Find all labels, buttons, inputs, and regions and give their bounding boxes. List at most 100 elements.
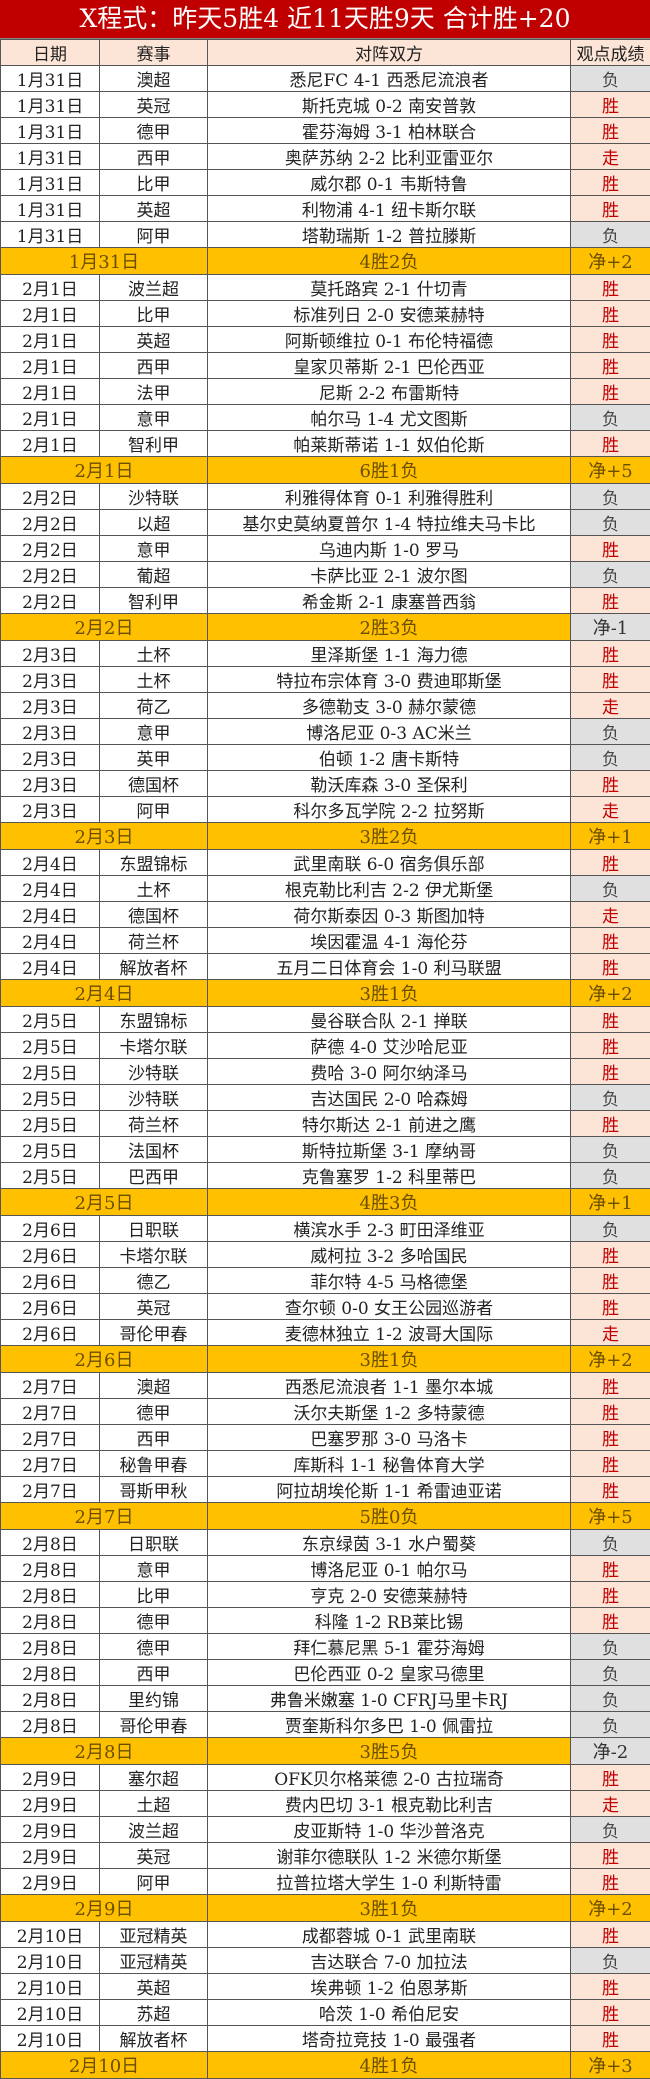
fixture: 科尔多瓦学院 2-2 拉努斯 bbox=[208, 797, 571, 823]
result: 胜 bbox=[571, 771, 650, 797]
result: 负 bbox=[571, 745, 650, 771]
league: 塞尔超 bbox=[100, 1765, 208, 1791]
table-row: 2月5日卡塔尔联萨德 4-0 艾沙哈尼亚胜 bbox=[1, 1033, 650, 1059]
summary-net: 净+2 bbox=[571, 980, 650, 1007]
fixture: 东京绿茵 3-1 水户蜀葵 bbox=[208, 1530, 571, 1556]
result: 走 bbox=[571, 902, 650, 928]
fixture: 埃因霍温 4-1 海伦芬 bbox=[208, 928, 571, 954]
match-date: 1月31日 bbox=[1, 144, 100, 170]
league: 意甲 bbox=[100, 1556, 208, 1582]
fixture: 武里南联 6-0 宿务俱乐部 bbox=[208, 850, 571, 876]
table-row: 2月3日德国杯勒沃库森 3-0 圣保利胜 bbox=[1, 771, 650, 797]
summary-record: 3胜1负 bbox=[208, 1346, 571, 1373]
result: 胜 bbox=[571, 536, 650, 562]
table-row: 2月10日亚冠精英成都蓉城 0-1 武里南联胜 bbox=[1, 1922, 650, 1948]
result: 胜 bbox=[571, 1399, 650, 1425]
result: 胜 bbox=[571, 1582, 650, 1608]
league: 英超 bbox=[100, 1974, 208, 2000]
table-row: 2月7日秘鲁甲春库斯科 1-1 秘鲁体育大学胜 bbox=[1, 1451, 650, 1477]
table-row: 2月8日西甲巴伦西亚 0-2 皇家马德里负 bbox=[1, 1660, 650, 1686]
fixture: 贾奎斯科尔多巴 1-0 佩雷拉 bbox=[208, 1712, 571, 1738]
table-row: 2月8日哥伦甲春贾奎斯科尔多巴 1-0 佩雷拉负 bbox=[1, 1712, 650, 1738]
fixture: OFK贝尔格莱德 2-0 古拉瑞奇 bbox=[208, 1765, 571, 1791]
fixture: 成都蓉城 0-1 武里南联 bbox=[208, 1922, 571, 1948]
fixture: 里泽斯堡 1-1 海力德 bbox=[208, 641, 571, 667]
summary-net: 净+1 bbox=[571, 1189, 650, 1216]
result: 胜 bbox=[571, 1451, 650, 1477]
table-row: 1月31日英超利物浦 4-1 纽卡斯尔联胜 bbox=[1, 196, 650, 222]
fixture: 塔奇拉竞技 1-0 最强者 bbox=[208, 2026, 571, 2052]
result: 负 bbox=[571, 562, 650, 588]
table-row: 2月8日意甲博洛尼亚 0-1 帕尔马胜 bbox=[1, 1556, 650, 1582]
match-date: 2月8日 bbox=[1, 1608, 100, 1634]
match-date: 2月2日 bbox=[1, 562, 100, 588]
league: 土杯 bbox=[100, 876, 208, 902]
league: 阿甲 bbox=[100, 797, 208, 823]
result: 胜 bbox=[571, 1268, 650, 1294]
summary-date: 2月5日 bbox=[1, 1189, 208, 1216]
result: 胜 bbox=[571, 92, 650, 118]
summary-net: 净-2 bbox=[571, 1738, 650, 1765]
result: 负 bbox=[571, 1085, 650, 1111]
table-row: 2月7日西甲巴塞罗那 3-0 马洛卡胜 bbox=[1, 1425, 650, 1451]
league: 英超 bbox=[100, 327, 208, 353]
table-row: 2月5日巴西甲克鲁塞罗 1-2 科里蒂巴负 bbox=[1, 1163, 650, 1189]
table-row: 2月4日荷兰杯埃因霍温 4-1 海伦芬胜 bbox=[1, 928, 650, 954]
fixture: 亨克 2-0 安德莱赫特 bbox=[208, 1582, 571, 1608]
match-date: 2月4日 bbox=[1, 876, 100, 902]
fixture: 奥萨苏纳 2-2 比利亚雷亚尔 bbox=[208, 144, 571, 170]
table-row: 2月10日解放者杯塔奇拉竞技 1-0 最强者胜 bbox=[1, 2026, 650, 2052]
table-row: 2月8日比甲亨克 2-0 安德莱赫特胜 bbox=[1, 1582, 650, 1608]
league: 德甲 bbox=[100, 1399, 208, 1425]
header-date: 日期 bbox=[1, 40, 100, 66]
fixture: 卡萨比亚 2-1 波尔图 bbox=[208, 562, 571, 588]
result: 负 bbox=[571, 66, 650, 92]
result: 胜 bbox=[571, 1007, 650, 1033]
table-row: 2月8日德甲科隆 1-2 RB莱比锡胜 bbox=[1, 1608, 650, 1634]
league: 西甲 bbox=[100, 144, 208, 170]
result: 走 bbox=[571, 797, 650, 823]
summary-date: 2月4日 bbox=[1, 980, 208, 1007]
league: 法甲 bbox=[100, 379, 208, 405]
match-date: 1月31日 bbox=[1, 196, 100, 222]
table-row: 1月31日阿甲塔勒瑞斯 1-2 普拉滕斯负 bbox=[1, 222, 650, 248]
league: 比甲 bbox=[100, 301, 208, 327]
result: 走 bbox=[571, 693, 650, 719]
league: 西甲 bbox=[100, 1660, 208, 1686]
match-date: 2月3日 bbox=[1, 693, 100, 719]
match-date: 2月4日 bbox=[1, 902, 100, 928]
summary-date: 1月31日 bbox=[1, 248, 208, 275]
table-row: 2月7日哥斯甲秋阿拉胡埃伦斯 1-1 希雷迪亚诺胜 bbox=[1, 1477, 650, 1503]
result: 胜 bbox=[571, 170, 650, 196]
fixture: 皮亚斯特 1-0 华沙普洛克 bbox=[208, 1817, 571, 1843]
header-row: 日期 赛事 对阵双方 观点成绩 bbox=[1, 40, 650, 66]
match-date: 2月7日 bbox=[1, 1399, 100, 1425]
summary-date: 2月8日 bbox=[1, 1738, 208, 1765]
fixture: 曼谷联合队 2-1 掸联 bbox=[208, 1007, 571, 1033]
table-row: 1月31日西甲奥萨苏纳 2-2 比利亚雷亚尔走 bbox=[1, 144, 650, 170]
match-date: 2月4日 bbox=[1, 928, 100, 954]
table-row: 2月6日哥伦甲春麦德林独立 1-2 波哥大国际走 bbox=[1, 1320, 650, 1346]
table-row: 2月3日土杯特拉布宗体育 3-0 费迪耶斯堡胜 bbox=[1, 667, 650, 693]
summary-date: 2月7日 bbox=[1, 1503, 208, 1530]
result: 胜 bbox=[571, 353, 650, 379]
table-row: 2月1日英超阿斯顿维拉 0-1 布伦特福德胜 bbox=[1, 327, 650, 353]
summary-net: 净+5 bbox=[571, 1503, 650, 1530]
league: 智利甲 bbox=[100, 588, 208, 614]
result: 胜 bbox=[571, 954, 650, 980]
result: 负 bbox=[571, 1686, 650, 1712]
table-row: 2月1日意甲帕尔马 1-4 尤文图斯负 bbox=[1, 405, 650, 431]
match-date: 2月3日 bbox=[1, 745, 100, 771]
table-row: 2月4日土杯根克勒比利吉 2-2 伊尤斯堡负 bbox=[1, 876, 650, 902]
result: 负 bbox=[571, 1216, 650, 1242]
fixture: 博洛尼亚 0-3 AC米兰 bbox=[208, 719, 571, 745]
match-date: 2月6日 bbox=[1, 1268, 100, 1294]
table-row: 2月2日智利甲希金斯 2-1 康塞普西翁胜 bbox=[1, 588, 650, 614]
league: 东盟锦标 bbox=[100, 1007, 208, 1033]
league: 亚冠精英 bbox=[100, 1922, 208, 1948]
